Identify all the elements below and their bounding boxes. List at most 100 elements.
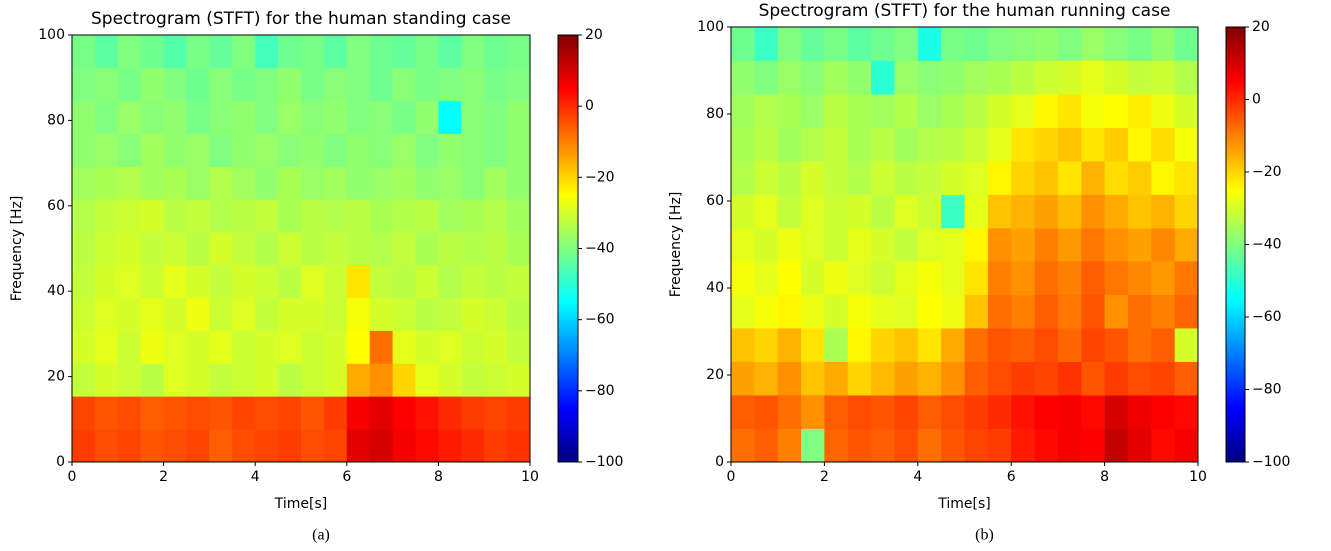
cell (186, 330, 210, 364)
cell (777, 328, 802, 362)
cell (964, 160, 989, 195)
cell (209, 264, 233, 299)
cell (1104, 160, 1129, 195)
cell (1081, 361, 1105, 396)
cell (847, 428, 872, 463)
cell (301, 429, 325, 463)
cell (871, 27, 895, 61)
cell (72, 67, 96, 102)
cell (94, 133, 119, 167)
cell (186, 199, 210, 233)
cell (1057, 27, 1082, 61)
cell (941, 294, 965, 329)
y-tick-label: 0 (715, 454, 724, 470)
cell (484, 35, 508, 69)
cell (163, 363, 187, 397)
colorbar-tick-label: −60 (585, 312, 615, 328)
cell (917, 428, 942, 463)
colorbar-tick-label: 20 (585, 27, 603, 43)
cell (1104, 93, 1129, 128)
cell (824, 194, 849, 229)
cell (461, 297, 485, 331)
cell (894, 160, 919, 195)
cell (232, 363, 256, 397)
cell (731, 93, 755, 128)
x-axis-label: Time[s] (274, 496, 327, 512)
cell (1081, 27, 1105, 61)
cell (232, 429, 256, 463)
cell (140, 264, 164, 299)
x-tick-label: 2 (820, 469, 829, 485)
y-tick-label: 20 (47, 369, 65, 385)
cell (754, 261, 779, 295)
cell (484, 199, 508, 233)
cell (1151, 60, 1176, 95)
cell (824, 127, 849, 162)
cell (1174, 93, 1199, 128)
cell (894, 27, 919, 61)
cell (1057, 194, 1082, 229)
cell (415, 363, 439, 397)
cell (163, 199, 187, 233)
y-tick-label: 60 (47, 198, 65, 214)
cell (1011, 261, 1035, 295)
cell (1081, 227, 1105, 262)
cell (777, 60, 802, 95)
cell (392, 199, 416, 233)
cell (894, 294, 919, 329)
cell (72, 199, 96, 233)
cell (232, 100, 256, 135)
cell (392, 429, 416, 463)
cell (871, 261, 895, 295)
cell (731, 160, 755, 195)
cell (369, 67, 393, 102)
cell (1127, 227, 1152, 262)
cell (1127, 261, 1152, 295)
cell (917, 261, 942, 295)
cell (1057, 160, 1082, 195)
cell (754, 328, 779, 362)
cell (847, 227, 872, 262)
cell (94, 330, 119, 364)
cell (163, 330, 187, 364)
cell (94, 35, 119, 69)
cell (461, 330, 485, 364)
cell (72, 100, 96, 135)
cell (964, 428, 989, 463)
cell (917, 93, 942, 128)
cell (507, 35, 531, 69)
cell (917, 227, 942, 262)
cell (871, 60, 895, 95)
cell (987, 93, 1012, 128)
cell (438, 363, 462, 397)
cell (801, 395, 825, 429)
cell (1081, 60, 1105, 95)
cell (392, 67, 416, 102)
cell (94, 67, 119, 102)
cell (278, 100, 302, 135)
cell (824, 93, 849, 128)
cell (801, 361, 825, 396)
cell (1151, 227, 1176, 262)
x-tick-label: 6 (1007, 469, 1016, 485)
cell (847, 60, 872, 95)
cell (824, 60, 849, 95)
cell (461, 429, 485, 463)
cell (484, 133, 508, 167)
cell (801, 428, 825, 463)
cell (894, 93, 919, 128)
cell (731, 60, 755, 95)
cell (232, 133, 256, 167)
cell (278, 35, 302, 69)
cell (323, 396, 348, 430)
cell (1034, 93, 1059, 128)
cell (1057, 93, 1082, 128)
cell (941, 27, 965, 61)
cell (209, 199, 233, 233)
cell (232, 67, 256, 102)
cell (392, 264, 416, 299)
cell (754, 361, 779, 396)
cell (186, 297, 210, 331)
cell (392, 232, 416, 266)
